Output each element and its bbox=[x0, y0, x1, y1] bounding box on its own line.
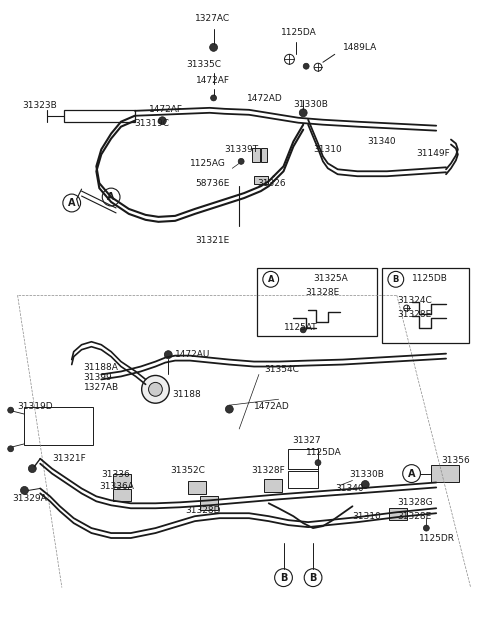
Text: 1327AC: 1327AC bbox=[195, 14, 230, 23]
Circle shape bbox=[226, 405, 233, 413]
Circle shape bbox=[314, 63, 322, 71]
Bar bbox=[257, 268, 377, 336]
Text: 31188: 31188 bbox=[172, 390, 201, 399]
Circle shape bbox=[149, 382, 162, 396]
Text: B: B bbox=[393, 275, 399, 284]
Circle shape bbox=[404, 305, 409, 311]
Circle shape bbox=[8, 446, 13, 452]
Circle shape bbox=[315, 460, 321, 465]
Text: 1472AD: 1472AD bbox=[254, 402, 290, 411]
Circle shape bbox=[299, 109, 307, 117]
Text: 31336: 31336 bbox=[101, 470, 130, 479]
Text: 31330B: 31330B bbox=[293, 100, 328, 109]
Circle shape bbox=[303, 63, 309, 69]
Text: 31324C: 31324C bbox=[397, 296, 432, 305]
Text: A: A bbox=[108, 192, 115, 202]
Bar bbox=[431, 465, 459, 482]
Text: 1472AD: 1472AD bbox=[247, 94, 283, 104]
Text: 31340: 31340 bbox=[367, 137, 396, 146]
Circle shape bbox=[211, 95, 216, 101]
Text: 1472AF: 1472AF bbox=[196, 75, 230, 85]
Text: 1125AT: 1125AT bbox=[284, 323, 317, 332]
Text: 31339T: 31339T bbox=[225, 145, 259, 154]
Text: A: A bbox=[68, 198, 75, 208]
Bar bbox=[64, 110, 135, 122]
Bar bbox=[264, 479, 282, 492]
Circle shape bbox=[28, 465, 36, 473]
Circle shape bbox=[142, 376, 169, 403]
Text: 31328E: 31328E bbox=[397, 512, 431, 521]
Circle shape bbox=[238, 158, 244, 165]
Text: 31328G: 31328G bbox=[397, 498, 432, 507]
Text: 1125DA: 1125DA bbox=[306, 448, 342, 457]
Text: 31321E: 31321E bbox=[195, 236, 229, 245]
Text: B: B bbox=[310, 573, 317, 583]
Bar bbox=[288, 449, 318, 468]
Text: 1489LA: 1489LA bbox=[343, 43, 377, 52]
Text: 31330B: 31330B bbox=[349, 470, 384, 479]
Circle shape bbox=[423, 525, 429, 531]
Bar bbox=[113, 474, 131, 487]
Text: 31399: 31399 bbox=[84, 373, 112, 382]
Bar bbox=[113, 489, 131, 501]
Text: 31328E: 31328E bbox=[305, 288, 339, 296]
Text: 1125DR: 1125DR bbox=[419, 534, 455, 543]
Text: 31319C: 31319C bbox=[134, 119, 169, 128]
Bar bbox=[188, 480, 206, 494]
Bar bbox=[24, 407, 94, 445]
Text: 31327: 31327 bbox=[292, 436, 321, 445]
Text: 31326: 31326 bbox=[257, 179, 286, 188]
Circle shape bbox=[210, 43, 217, 51]
Text: 1327AB: 1327AB bbox=[84, 383, 119, 392]
Bar bbox=[261, 148, 267, 163]
Text: 31328E: 31328E bbox=[397, 310, 431, 320]
Text: B: B bbox=[280, 573, 287, 583]
Text: 31356: 31356 bbox=[441, 456, 470, 465]
Circle shape bbox=[361, 480, 369, 489]
Text: A: A bbox=[408, 468, 415, 479]
Bar bbox=[200, 496, 217, 510]
Bar bbox=[389, 508, 407, 520]
Bar bbox=[382, 268, 468, 343]
Text: 1125DB: 1125DB bbox=[411, 274, 447, 283]
Text: A: A bbox=[267, 275, 274, 284]
Text: 1472AU: 1472AU bbox=[175, 350, 211, 359]
Text: 58736E: 58736E bbox=[195, 179, 229, 188]
Circle shape bbox=[300, 327, 306, 333]
Text: 31335C: 31335C bbox=[186, 60, 221, 68]
Text: 31310: 31310 bbox=[313, 145, 342, 154]
Text: 1472AF: 1472AF bbox=[149, 106, 182, 114]
Text: 31340: 31340 bbox=[336, 484, 364, 493]
Circle shape bbox=[285, 54, 294, 64]
Text: 31336A: 31336A bbox=[99, 482, 134, 491]
Text: 1125DA: 1125DA bbox=[280, 28, 316, 37]
Bar bbox=[254, 176, 268, 184]
Circle shape bbox=[164, 350, 172, 359]
Text: 31188A: 31188A bbox=[84, 363, 119, 372]
Circle shape bbox=[21, 487, 28, 494]
Circle shape bbox=[158, 117, 166, 125]
Text: 31354C: 31354C bbox=[264, 365, 299, 374]
Text: 31149F: 31149F bbox=[417, 149, 450, 158]
Text: 31323B: 31323B bbox=[23, 101, 57, 111]
Text: 31352C: 31352C bbox=[170, 466, 205, 475]
Bar bbox=[252, 148, 260, 163]
Text: 31325A: 31325A bbox=[313, 274, 348, 283]
Bar bbox=[288, 470, 318, 489]
Text: 31328D: 31328D bbox=[185, 506, 220, 515]
Text: 31319D: 31319D bbox=[18, 402, 53, 411]
Text: 31310: 31310 bbox=[352, 512, 381, 521]
Text: 31328F: 31328F bbox=[251, 466, 285, 475]
Text: 31329A: 31329A bbox=[12, 494, 48, 503]
Text: 1125AG: 1125AG bbox=[190, 159, 226, 168]
Text: 31321F: 31321F bbox=[52, 454, 86, 463]
Circle shape bbox=[8, 407, 13, 413]
